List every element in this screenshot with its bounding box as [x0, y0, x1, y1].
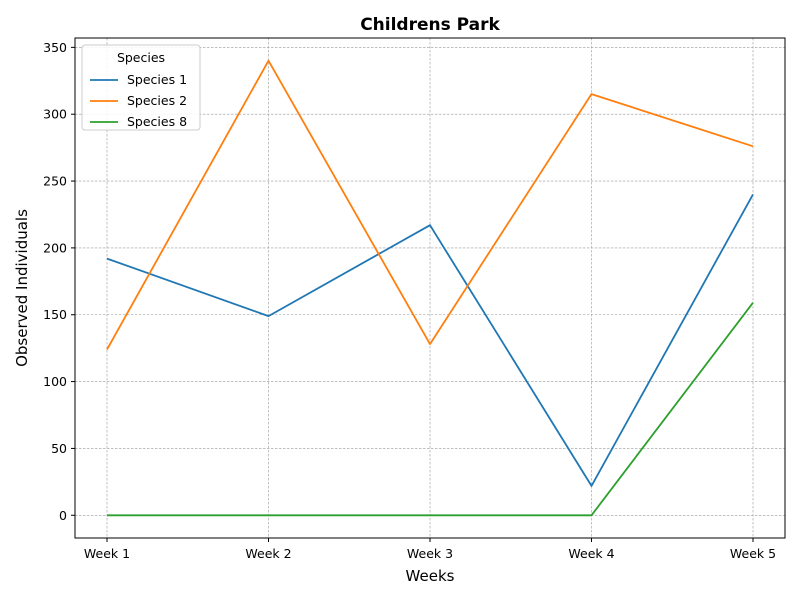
y-tick-label: 150 — [43, 307, 67, 322]
legend-entry: Species 8 — [127, 114, 187, 129]
x-tick-label: Week 3 — [407, 546, 453, 561]
axis-ticks: Week 1 Week 2 Week 3 Week 4 Week 5 0 50 100 150 2… — [43, 40, 776, 561]
x-tick-label: Week 4 — [568, 546, 614, 561]
y-tick-label: 50 — [51, 441, 67, 456]
legend-box — [81, 44, 201, 131]
x-axis-label: Weeks — [406, 567, 455, 585]
series-line-1 — [106, 193, 754, 487]
legend-entry: Species 2 — [127, 93, 187, 108]
x-tick-label: Week 5 — [730, 546, 776, 561]
y-tick-label: 0 — [59, 508, 67, 523]
x-tick-label: Week 2 — [245, 546, 291, 561]
y-tick-label: 300 — [43, 107, 67, 122]
y-tick-label: 100 — [43, 374, 67, 389]
legend-title: Species — [117, 50, 165, 65]
chart-title: Childrens Park — [360, 15, 500, 35]
series-lines — [106, 59, 754, 517]
series-line-2 — [106, 59, 754, 350]
y-tick-label: 350 — [43, 40, 67, 55]
y-axis-label: Observed Individuals — [13, 209, 31, 367]
series-line-3 — [107, 302, 754, 517]
x-tick-label: Week 1 — [84, 546, 130, 561]
legend-entry: Species 1 — [127, 72, 187, 87]
legend: Species Species 1 Species 2 Species 8 — [81, 44, 201, 131]
y-tick-label: 250 — [43, 174, 67, 189]
y-tick-label: 200 — [43, 240, 67, 255]
